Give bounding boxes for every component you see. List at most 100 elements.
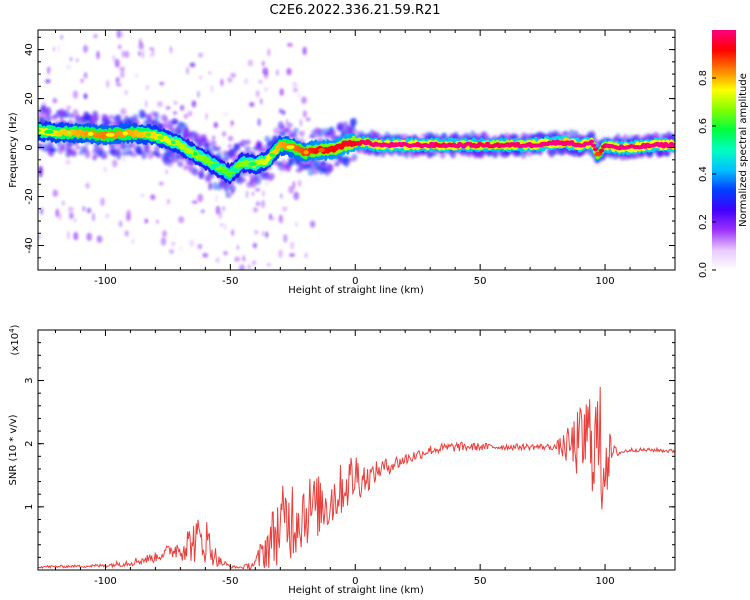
halo-mark: [177, 160, 184, 168]
speckle-mark: [118, 220, 123, 228]
speckle-mark: [264, 181, 270, 186]
hotspot-mark: [362, 140, 372, 145]
speckle-mark: [278, 249, 283, 259]
speckle-mark: [261, 60, 265, 67]
colorbar: 0.0 0.2 0.4 0.6 0.8 Normalized spectral ampl…: [698, 30, 749, 278]
halo-mark: [279, 124, 286, 130]
halo-mark: [68, 113, 74, 119]
halo-mark: [141, 113, 148, 118]
speckle-mark: [272, 217, 275, 221]
speckle-mark: [55, 208, 59, 218]
speckle-mark: [227, 135, 234, 142]
snr-y-multiplier: (x104): [8, 324, 21, 355]
speckle-mark: [65, 64, 72, 70]
speckle-mark: [255, 90, 260, 98]
speckle-mark: [80, 78, 84, 84]
halo-mark: [51, 148, 58, 153]
halo-mark: [115, 150, 122, 160]
speckle-mark: [265, 231, 269, 238]
speckle-mark: [255, 202, 261, 206]
speckle-mark: [254, 230, 259, 235]
speckle-mark: [67, 230, 70, 240]
halo-mark: [211, 181, 218, 191]
halo-mark: [63, 109, 70, 118]
x-tick-label: 50: [474, 576, 487, 587]
speckle-mark: [266, 263, 272, 267]
speckle-mark: [83, 44, 88, 53]
speckle-mark: [126, 209, 132, 217]
colorbar-ticks: 0.0 0.2 0.4 0.6 0.8: [698, 70, 716, 278]
speckle-mark: [253, 207, 258, 213]
speckle-mark: [122, 156, 126, 163]
halo-mark: [327, 163, 334, 173]
hotspot-mark: [210, 163, 220, 168]
hotspot-mark: [573, 142, 582, 147]
speckle-mark: [258, 79, 263, 84]
speckle-mark: [160, 237, 167, 246]
halo-mark: [147, 150, 154, 160]
snr-series-line: [38, 386, 675, 570]
x-tick-label: 100: [596, 276, 615, 287]
speckle-mark: [305, 117, 311, 122]
hotspot-mark: [643, 144, 650, 148]
snr-y-ticks: 1 2 3: [24, 342, 675, 571]
halo-mark: [198, 170, 205, 180]
speckle-mark: [134, 25, 137, 29]
speckle-mark: [115, 77, 120, 84]
x-tick-label: 100: [596, 576, 615, 587]
speckle-mark: [156, 219, 159, 224]
halo-mark: [513, 133, 520, 140]
hotspot-mark: [230, 168, 240, 173]
spectrogram-panel: -100 -50 0 50 100 -40 -20 0 20 40 Height of stra…: [8, 25, 676, 296]
speckle-mark: [257, 118, 261, 127]
halo-mark: [84, 151, 91, 159]
speckle-mark: [302, 46, 307, 56]
y-tick-label: 1: [24, 504, 35, 510]
hotspot-mark: [193, 151, 198, 156]
snr-x-axis-label: Height of straight line (km): [288, 585, 424, 596]
speckle-mark: [295, 221, 298, 227]
speckle-mark: [212, 135, 216, 140]
halo-mark: [351, 153, 358, 162]
halo-mark: [160, 114, 167, 122]
hotspot-mark: [605, 143, 613, 148]
speckle-mark: [75, 145, 80, 149]
hotspot-mark: [469, 143, 478, 148]
snr-x-ticks: -100 -50 0 50 100: [54, 330, 656, 587]
halo-mark: [98, 146, 104, 153]
halo-mark: [441, 132, 448, 140]
halo-mark: [108, 114, 115, 120]
speckle-mark: [96, 50, 100, 60]
snr-y-axis-label: SNR (10 * v/v): [8, 414, 19, 485]
speckle-mark: [231, 229, 235, 237]
halo-mark: [154, 152, 161, 157]
hotspot-mark: [171, 140, 176, 145]
halo-mark: [246, 181, 253, 188]
x-tick-label: 0: [352, 576, 358, 587]
halo-mark: [93, 113, 100, 122]
speckle-mark: [244, 78, 248, 85]
speckle-mark: [169, 46, 173, 54]
speckle-mark: [278, 214, 283, 224]
snr-plot-area: [38, 330, 675, 570]
speckle-mark: [287, 43, 293, 47]
speckle-mark: [197, 243, 203, 250]
speckle-mark: [279, 88, 284, 96]
speckle-mark: [112, 159, 118, 168]
speckle-mark: [246, 190, 249, 198]
speckle-mark: [86, 207, 92, 214]
halo-mark: [292, 127, 299, 134]
speckle-mark: [189, 62, 196, 68]
x-tick-label: -50: [222, 576, 238, 587]
speckle-mark: [157, 100, 163, 108]
speckle-mark: [69, 57, 73, 62]
hotspot-mark: [122, 131, 128, 136]
halo-mark: [244, 139, 251, 145]
y-tick-label: 0: [24, 144, 35, 150]
speckle-mark: [252, 242, 257, 249]
hotspot-mark: [87, 131, 94, 136]
speckle-mark: [116, 30, 122, 39]
speckle-mark: [60, 35, 63, 40]
hotspot-mark: [303, 150, 309, 155]
hotspot-mark: [268, 152, 276, 157]
